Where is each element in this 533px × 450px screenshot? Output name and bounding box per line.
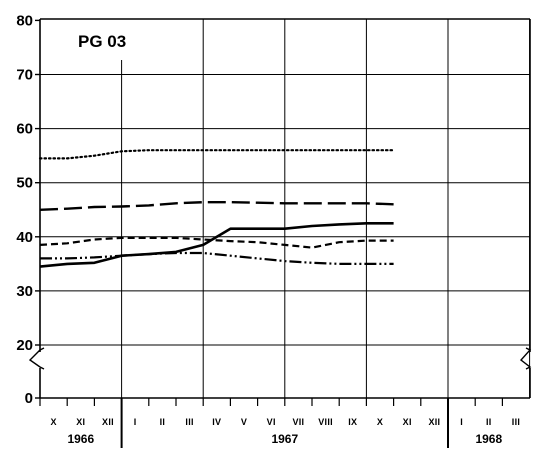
x-tick-label: II [486,417,492,427]
series-line-solid [39,222,394,268]
axis-break-right [519,347,532,370]
x-tick-label: I [134,417,137,427]
axis-break-left [28,347,45,370]
x-tick-label: III [512,417,520,427]
x-tick-label: XII [102,417,114,427]
y-tick-label: 40 [16,229,33,246]
x-tick-label: V [241,417,247,427]
year-label: 1967 [271,432,298,446]
x-tick-label: VIII [318,417,333,427]
x-tick-label: XI [403,417,412,427]
x-tick-label: XI [76,417,85,427]
year-label: 1966 [67,432,94,446]
y-tick-label: 70 [16,67,33,84]
x-tick-label: IV [212,417,221,427]
y-tick-label: 80 [16,12,33,29]
y-tick-label: 60 [16,121,33,138]
x-tick-label: X [50,417,56,427]
y-tick-label: 0 [25,390,33,407]
x-tick-label: IX [348,417,357,427]
y-tick-label: 30 [16,283,33,300]
chart-title: PG 03 [78,32,126,51]
series-layer [38,149,395,268]
series-line-dash-dot-dot [40,251,394,265]
series-line-short-dash [39,236,394,249]
y-tick-label: 20 [16,337,33,354]
x-tick-label: II [160,417,166,427]
x-tick-label: VII [292,417,304,427]
y-tick-label: 50 [16,175,33,192]
x-tick-label: XII [428,417,440,427]
x-tick-label: VI [267,417,276,427]
year-label: 1968 [475,432,502,446]
x-tick-label: I [460,417,463,427]
series-line-long-dash [39,200,394,211]
x-tick-label: X [377,417,383,427]
series-line-dotted [38,149,395,160]
grid [40,19,531,398]
x-tick-label: III [185,417,193,427]
